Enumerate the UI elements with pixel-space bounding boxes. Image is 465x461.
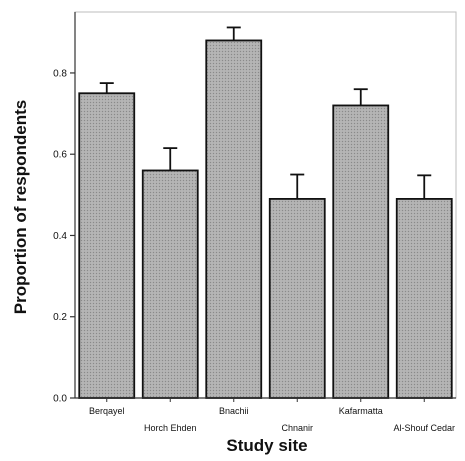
bar xyxy=(268,198,326,399)
x-labels-group: Berqayel Horch Ehden Bnachii Chnanir Kafarma… xyxy=(89,398,455,433)
error-bars-group xyxy=(99,26,432,199)
x-tick-label: Al-Shouf Cedar xyxy=(393,423,455,433)
x-tick-label: Berqayel xyxy=(89,406,125,416)
y-tick-label: 0.0 xyxy=(53,394,67,405)
y-tick-label: 0.6 xyxy=(53,150,67,161)
bars-group xyxy=(78,39,453,399)
y-axis-title: Proportion of respondents xyxy=(11,100,30,314)
y-ticks-group: 0.0 0.2 0.4 0.6 0.8 xyxy=(53,68,75,405)
bar xyxy=(332,104,390,399)
x-axis-title: Study site xyxy=(226,436,307,455)
x-tick-label: Kafarmatta xyxy=(339,406,383,416)
bar xyxy=(141,169,199,399)
bar xyxy=(395,198,453,399)
x-tick-label: Bnachii xyxy=(219,406,249,416)
y-tick-label: 0.4 xyxy=(53,231,67,242)
bar xyxy=(78,92,136,399)
bar xyxy=(205,39,263,399)
x-tick-label: Chnanir xyxy=(281,423,313,433)
y-tick-label: 0.8 xyxy=(53,68,67,79)
x-tick-label: Horch Ehden xyxy=(144,423,197,433)
y-tick-label: 0.2 xyxy=(53,312,67,323)
